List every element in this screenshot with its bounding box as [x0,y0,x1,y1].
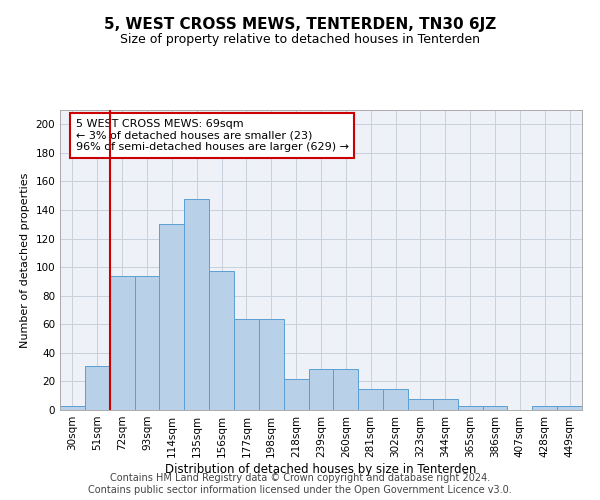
Y-axis label: Number of detached properties: Number of detached properties [20,172,30,348]
Bar [259,318,284,410]
Bar [334,368,358,410]
Bar [308,368,334,410]
Bar [458,406,482,410]
Bar [184,198,209,410]
Bar [284,378,308,410]
Bar [160,224,184,410]
Text: Contains HM Land Registry data © Crown copyright and database right 2024.
Contai: Contains HM Land Registry data © Crown c… [88,474,512,495]
Bar [358,388,383,410]
Bar [383,388,408,410]
Bar [85,366,110,410]
Bar [408,398,433,410]
Bar [482,406,508,410]
Bar [557,406,582,410]
Bar [234,318,259,410]
Bar [209,272,234,410]
X-axis label: Distribution of detached houses by size in Tenterden: Distribution of detached houses by size … [166,462,476,475]
Text: 5, WEST CROSS MEWS, TENTERDEN, TN30 6JZ: 5, WEST CROSS MEWS, TENTERDEN, TN30 6JZ [104,18,496,32]
Bar [433,398,458,410]
Bar [60,406,85,410]
Bar [110,276,134,410]
Text: Size of property relative to detached houses in Tenterden: Size of property relative to detached ho… [120,32,480,46]
Bar [532,406,557,410]
Text: 5 WEST CROSS MEWS: 69sqm
← 3% of detached houses are smaller (23)
96% of semi-de: 5 WEST CROSS MEWS: 69sqm ← 3% of detache… [76,119,349,152]
Bar [134,276,160,410]
